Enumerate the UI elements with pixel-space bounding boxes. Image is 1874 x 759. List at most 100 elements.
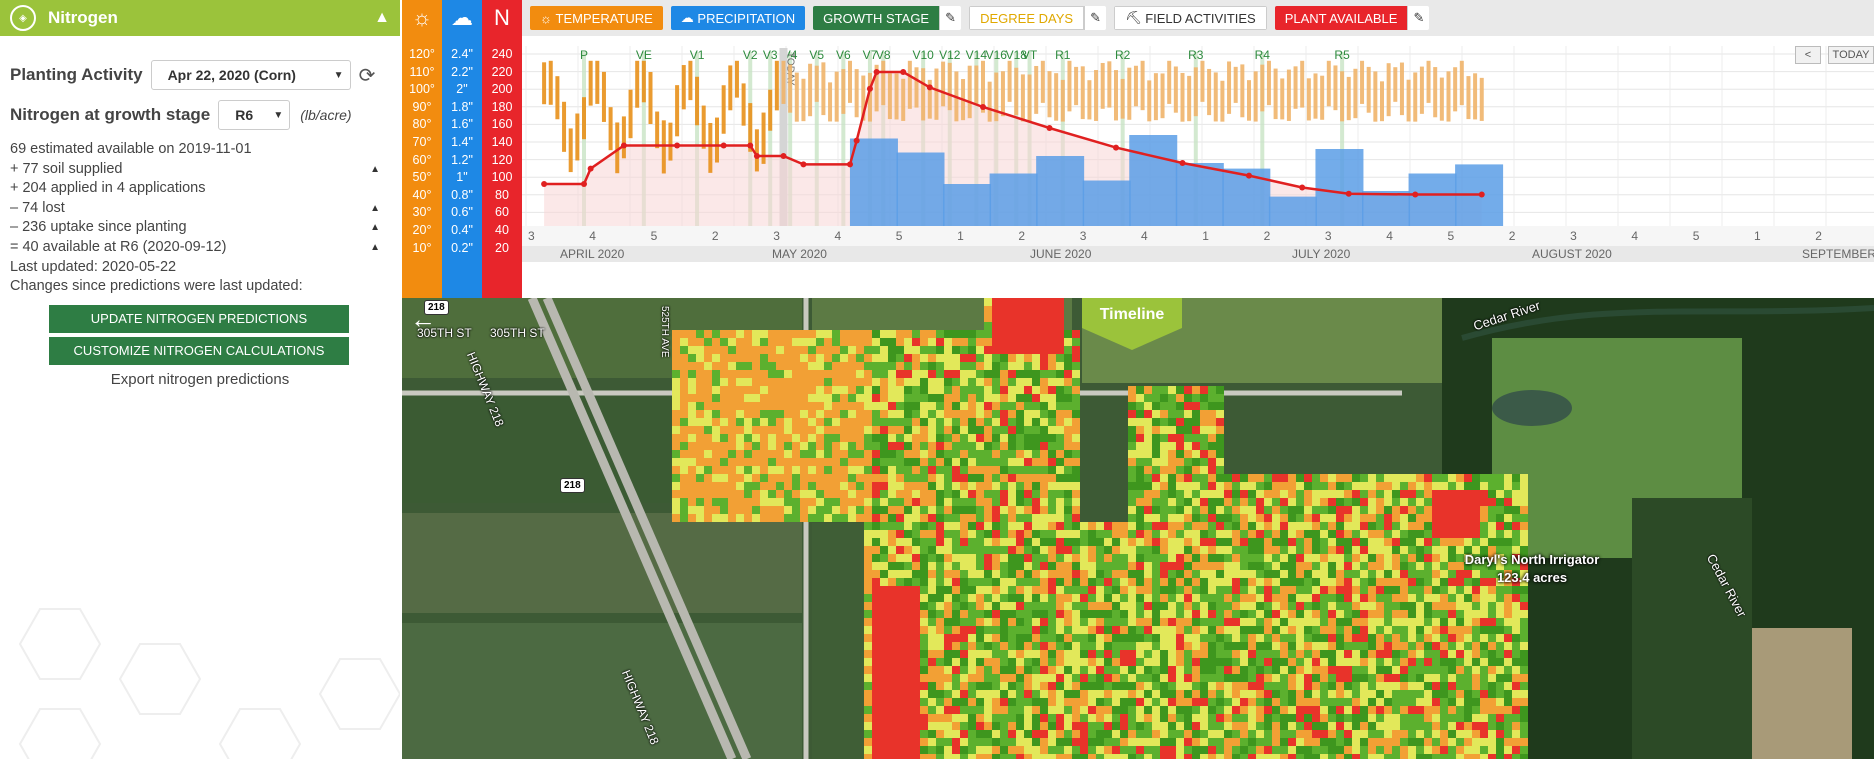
temperature-tick: 80° — [412, 117, 432, 132]
planting-activity-label: Planting Activity — [10, 65, 143, 84]
precipitation-tick: 1.2" — [451, 152, 473, 167]
growth-stage-label: V12 — [939, 48, 961, 62]
planting-activity-select[interactable]: Apr 22, 2020 (Corn) ▼ — [150, 60, 351, 90]
expand-triangle-icon[interactable]: ▲ — [370, 241, 380, 253]
temperature-tick: 60° — [412, 152, 432, 167]
growth-stage-line — [641, 52, 646, 226]
nitrogen-tick: 80 — [495, 187, 509, 202]
precipitation-toggle[interactable]: ☁ PRECIPITATION — [670, 6, 806, 30]
plant-available-toggle[interactable]: PLANT AVAILABLE ✎ — [1274, 6, 1430, 30]
growth-stage-line — [768, 52, 773, 226]
nitrogen-point — [853, 137, 860, 144]
satellite-map — [402, 298, 1874, 759]
precipitation-tick: 2" — [456, 82, 468, 97]
nitrogen-summary-text: – 236 uptake since planting — [10, 219, 187, 236]
nitrogen-tick: 160 — [491, 117, 513, 132]
sidebar-title: Nitrogen — [48, 8, 118, 27]
growth-stage-line — [695, 52, 700, 226]
growth-stage-line — [1193, 52, 1198, 226]
expand-triangle-icon[interactable]: ▲ — [370, 222, 380, 234]
dropdown-caret-icon: ▼ — [273, 109, 284, 121]
nitrogen-point — [866, 85, 873, 92]
precipitation-bar — [989, 173, 1038, 226]
growth-stage-label: V6 — [836, 48, 851, 62]
month-label: APRIL 2020 — [560, 247, 625, 261]
nitrogen-point — [1299, 184, 1306, 191]
temperature-toggle[interactable]: ☼ TEMPERATURE — [530, 6, 663, 30]
degree-days-toggle-label: DEGREE DAYS — [969, 6, 1085, 30]
temperature-tick: 120° — [409, 47, 435, 61]
nitrogen-summary-line[interactable]: + 77 soil supplied ▲ — [10, 160, 390, 180]
field-activities-toggle[interactable]: ⛏ FIELD ACTIVITIES — [1114, 6, 1267, 30]
app-logo-icon: ◈ — [10, 5, 36, 31]
growth-stage-line — [814, 52, 819, 226]
growth-stage-row: Nitrogen at growth stage R6 ▼ (lb/acre) — [0, 100, 400, 130]
temperature-ticks: 120° 110° 100° 90° 80° 70° 60° 50° 40° 30° 20° 10° — [402, 46, 442, 257]
planting-activity-value: Apr 22, 2020 (Corn) — [167, 67, 296, 83]
expand-triangle-icon[interactable]: ▲ — [370, 163, 380, 175]
nitrogen-heatmap — [672, 298, 1528, 759]
growth-stage-toggle[interactable]: GROWTH STAGE ✎ — [813, 6, 962, 30]
nitrogen-point — [980, 104, 986, 110]
week-tick: 3 — [1570, 229, 1577, 243]
nitrogen-summary-text: + 77 soil supplied — [10, 160, 123, 177]
week-tick: 1 — [1754, 229, 1761, 243]
unit-label: (lb/acre) — [300, 107, 352, 123]
nitrogen-tick: 240 — [491, 47, 513, 61]
growth-stage-label: Nitrogen at growth stage — [10, 105, 211, 124]
growth-stage-label: V5 — [809, 48, 824, 62]
week-tick: 4 — [1141, 229, 1148, 243]
week-tick: 4 — [1386, 229, 1393, 243]
temperature-tick: 40° — [412, 187, 432, 202]
temperature-axis: ☼ 120° 110° 100° 90° 80° 70° 60° 50° 40° 30° 20° 10… — [402, 0, 442, 298]
nitrogen-point — [541, 181, 548, 187]
precipitation-bar — [1082, 180, 1131, 226]
nitrogen-summary-line[interactable]: – 74 lost ▲ — [10, 199, 390, 219]
road-label: 305TH ST — [417, 326, 472, 340]
hexagon-background — [18, 608, 400, 759]
chevron-up-icon[interactable]: ▲ — [374, 9, 390, 26]
export-nitrogen-predictions-link[interactable]: Export nitrogen predictions — [110, 370, 290, 388]
road-label: 525TH AVE — [659, 306, 670, 358]
nitrogen-point — [1246, 172, 1252, 179]
pencil-icon[interactable]: ✎ — [1407, 6, 1430, 30]
temperature-tick: 70° — [412, 134, 432, 149]
update-nitrogen-predictions-button[interactable]: UPDATE NITROGEN PREDICTIONS — [49, 304, 349, 333]
week-tick: 4 — [589, 229, 596, 243]
customize-nitrogen-calculations-button[interactable]: CUSTOMIZE NITROGEN CALCULATIONS — [49, 336, 349, 365]
highway-shield: 218 — [424, 300, 449, 315]
temperature-tick: 100° — [409, 82, 435, 97]
field-map[interactable]: ← Timeline 305TH ST 305TH ST HIGHWAY 218… — [402, 298, 1874, 759]
growth-stage-select[interactable]: R6 ▼ — [218, 100, 291, 130]
precipitation-toggle-label: PRECIPITATION — [697, 10, 796, 26]
nitrogen-point — [847, 161, 853, 168]
precipitation-tick: 0.2" — [451, 240, 473, 255]
growth-stage-label: V14 — [966, 48, 988, 62]
nitrogen-summary-line[interactable]: – 236 uptake since planting ▲ — [10, 218, 390, 238]
nitrogen-point — [1046, 125, 1053, 131]
chart-prev-button[interactable]: < — [1795, 46, 1821, 64]
nitrogen-point — [581, 181, 587, 187]
nitrogen-point — [780, 153, 787, 159]
precipitation-bar — [1175, 163, 1224, 226]
week-tick: 5 — [896, 229, 903, 243]
week-tick: 2 — [1018, 229, 1025, 243]
nitrogen-summary-text: 69 estimated available on 2019-11-01 — [10, 141, 252, 157]
nitrogen-chart[interactable]: P VE V1 V2 V3 V4 V5 V6 V7 V8 V10 V12 V14 V16 V18 VT R1 R2… — [522, 36, 1874, 298]
expand-triangle-icon[interactable]: ▲ — [370, 202, 380, 214]
nitrogen-tick: 20 — [495, 240, 509, 255]
pencil-icon[interactable]: ✎ — [1084, 6, 1107, 30]
sidebar-header[interactable]: ◈ Nitrogen ▲ — [0, 0, 400, 36]
nitrogen-summary-line[interactable]: = 40 available at R6 (2020-09-12) ▲ — [10, 238, 390, 258]
timeline-tab[interactable]: Timeline — [1099, 306, 1165, 323]
temperature-tick: 90° — [412, 99, 432, 114]
week-tick: 3 — [773, 229, 780, 243]
sun-icon: ☼ — [540, 10, 556, 26]
refresh-icon[interactable]: ⟳ — [358, 64, 376, 87]
chart-today-button[interactable]: TODAY — [1828, 46, 1874, 64]
pencil-icon[interactable]: ✎ — [939, 6, 962, 30]
precipitation-tick: 1" — [456, 170, 468, 185]
nitrogen-tick: 60 — [495, 205, 509, 220]
degree-days-toggle[interactable]: DEGREE DAYS ✎ — [969, 6, 1107, 30]
growth-stage-label: V7 — [863, 48, 878, 62]
